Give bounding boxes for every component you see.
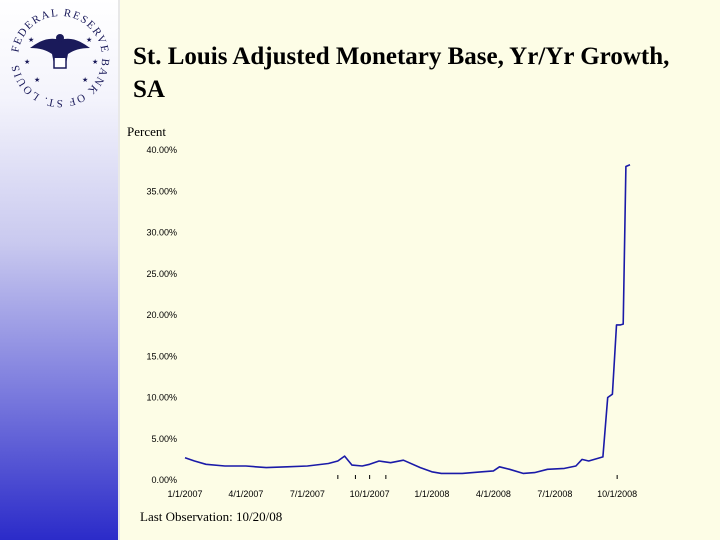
x-tick-label: 7/1/2008	[537, 489, 572, 499]
fed-seal-logo: FEDERAL RESERVE BANK OF ST. LOUIS ★ ★ ★ ★ …	[9, 7, 109, 109]
svg-text:★: ★	[92, 58, 98, 66]
chart-panel	[120, 0, 720, 540]
chart-title: St. Louis Adjusted Monetary Base, Yr/Yr …	[133, 43, 670, 103]
series-line	[184, 164, 631, 475]
svg-text:★: ★	[86, 36, 92, 44]
svg-text:★: ★	[24, 58, 30, 66]
x-tick-label: 4/1/2007	[228, 489, 263, 499]
sidebar-gradient	[0, 0, 118, 540]
line-chart: 0.00% 5.00% 10.00% 15.00% 20.00% 25.00% 30.00%…	[146, 145, 637, 499]
y-tick-label: 25.00%	[146, 269, 177, 279]
y-tick-label: 0.00%	[151, 475, 177, 485]
x-tick-label: 10/1/2008	[597, 489, 637, 499]
x-tick-label: 1/1/2008	[414, 489, 449, 499]
y-tick-label: 20.00%	[146, 310, 177, 320]
x-tick-label: 4/1/2008	[476, 489, 511, 499]
svg-text:★: ★	[28, 36, 34, 44]
svg-text:★: ★	[82, 76, 88, 84]
x-tick-label: 10/1/2007	[350, 489, 390, 499]
divider	[118, 0, 120, 540]
y-tick-label: 30.00%	[146, 228, 177, 238]
y-tick-label: 15.00%	[146, 351, 177, 361]
y-tick-label: 5.00%	[151, 434, 177, 444]
x-tick-label: 1/1/2007	[167, 489, 202, 499]
x-tick-label: 7/1/2007	[290, 489, 325, 499]
y-tick-label: 40.00%	[146, 145, 177, 155]
y-tick-label: 10.00%	[146, 393, 177, 403]
y-tick-label: 35.00%	[146, 186, 177, 196]
y-axis-label: Percent	[127, 124, 166, 139]
svg-text:★: ★	[34, 76, 40, 84]
last-observation-note: Last Observation: 10/20/08	[140, 509, 283, 524]
